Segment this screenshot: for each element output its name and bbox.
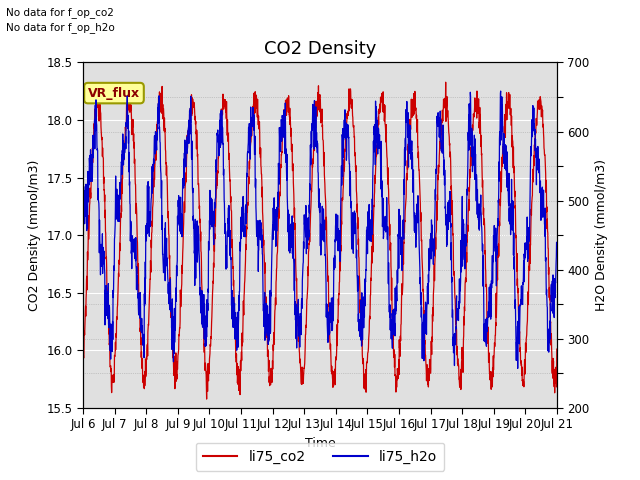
- li75_co2: [452, 328, 460, 334]
- li75_h2o: [297, 314, 305, 320]
- Text: No data for f_op_co2: No data for f_op_co2: [6, 7, 115, 18]
- Legend: li75_co2, li75_h2o: li75_co2, li75_h2o: [196, 443, 444, 471]
- li75_co2: [442, 79, 449, 85]
- li75_h2o: [540, 199, 547, 205]
- li75_h2o: [104, 291, 111, 297]
- li75_h2o: [540, 187, 547, 193]
- li75_co2: [553, 346, 561, 352]
- Line: li75_co2: li75_co2: [83, 82, 557, 399]
- li75_co2: [540, 121, 547, 127]
- li75_co2: [540, 131, 547, 136]
- li75_co2: [310, 137, 317, 143]
- li75_h2o: [452, 326, 460, 332]
- li75_h2o: [514, 366, 522, 372]
- li75_co2: [79, 361, 87, 367]
- Title: CO2 Density: CO2 Density: [264, 40, 376, 58]
- Line: li75_h2o: li75_h2o: [83, 91, 557, 369]
- li75_h2o: [79, 241, 87, 247]
- Text: No data for f_op_h2o: No data for f_op_h2o: [6, 22, 115, 33]
- X-axis label: Time: Time: [305, 437, 335, 450]
- Y-axis label: H2O Density (mmol/m3): H2O Density (mmol/m3): [595, 159, 608, 311]
- li75_co2: [298, 379, 305, 384]
- Y-axis label: CO2 Density (mmol/m3): CO2 Density (mmol/m3): [28, 159, 41, 311]
- li75_h2o: [497, 88, 504, 94]
- li75_h2o: [553, 240, 561, 246]
- li75_co2: [203, 396, 211, 402]
- Text: VR_flux: VR_flux: [88, 86, 140, 99]
- li75_co2: [104, 288, 111, 293]
- li75_h2o: [310, 114, 317, 120]
